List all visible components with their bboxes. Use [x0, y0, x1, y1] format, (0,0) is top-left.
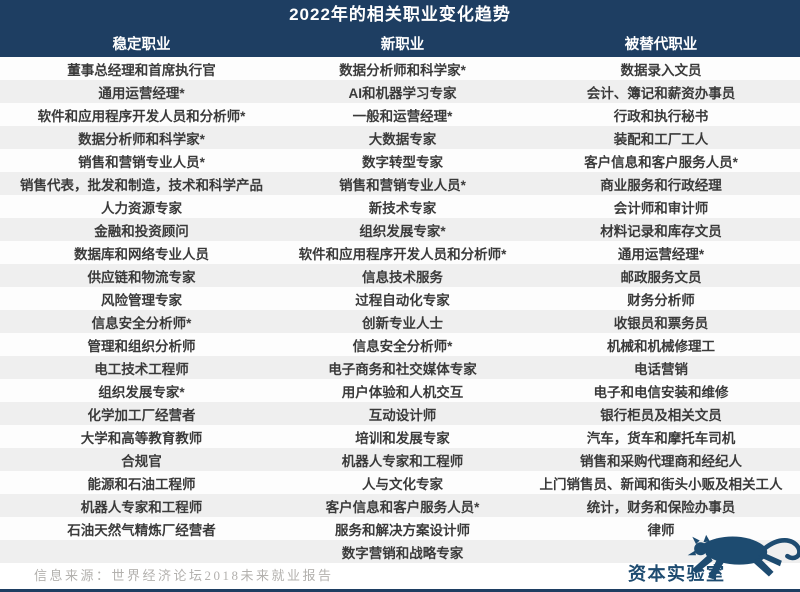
table-cell: 创新专业人士: [362, 315, 443, 331]
table-cell: 会计、簿记和薪资办事员: [586, 85, 736, 101]
table-cell: 电子和电信安装和维修: [593, 384, 729, 400]
table-row: 人力资源专家 新技术专家 会计师和审计师: [0, 195, 800, 218]
table-cell: 供应链和物流专家: [87, 269, 196, 285]
table-cell: 机器人专家和工程师: [80, 499, 203, 515]
table-cell: 化学加工厂经营者: [87, 407, 196, 423]
table-row: 通用运营经理* AI和机器学习专家 会计、簿记和薪资办事员: [0, 80, 800, 103]
table-cell: 服务和解决方案设计师: [335, 522, 470, 538]
column-header-row: 稳定职业 新职业 被替代职业: [0, 29, 800, 57]
logo-text: 资本实验室: [628, 564, 726, 584]
table-cell: 统计，财务和保险办事员: [586, 499, 736, 515]
table-cell: 机器人专家和工程师: [341, 453, 464, 469]
table-cell: 金融和投资顾问: [94, 223, 189, 239]
table-cell: 合规官: [121, 453, 162, 469]
table-row: 销售和营销专业人员* 数字转型专家 客户信息和客户服务人员*: [0, 149, 800, 172]
table-cell: 大数据专家: [368, 131, 437, 147]
table-row: 销售代表，批发和制造，技术和科学产品 销售和营销专业人员* 商业服务和行政经理: [0, 172, 800, 195]
table-cell: 行政和执行秘书: [613, 108, 709, 124]
table-cell: 数据库和网络专业人员: [74, 246, 209, 262]
table-cell: 商业服务和行政经理: [600, 177, 722, 193]
table-row: 风险管理专家 过程自动化专家 财务分析师: [0, 287, 800, 310]
table-cell: 数字转型专家: [362, 154, 443, 170]
table-row: 数字营销和战略专家: [0, 540, 800, 563]
table-cell: 石油天然气精炼厂经营者: [67, 522, 216, 538]
table-cell: 软件和应用程序开发人员和分析师*: [298, 246, 507, 262]
table-cell: 能源和石油工程师: [87, 476, 196, 492]
table-row: 软件和应用程序开发人员和分析师* 一般和运营经理* 行政和执行秘书: [0, 103, 800, 126]
table-cell: 过程自动化专家: [355, 292, 450, 308]
table-cell: 电话营销: [634, 361, 688, 377]
table-cell: 组织发展专家*: [359, 223, 446, 239]
table-header: 2022年的相关职业变化趋势 稳定职业 新职业 被替代职业: [0, 0, 800, 57]
table-row: 组织发展专家* 用户体验和人机交互 电子和电信安装和维修: [0, 379, 800, 402]
table-cell: 财务分析师: [627, 292, 695, 308]
table-row: 信息安全分析师* 创新专业人士 收银员和票务员: [0, 310, 800, 333]
table-cell: 信息安全分析师*: [352, 338, 453, 354]
table-cell: 会计师和审计师: [613, 200, 709, 216]
table-row: 能源和石油工程师 人与文化专家 上门销售员、新闻和街头小贩及相关工人: [0, 471, 800, 494]
table-row: 化学加工厂经营者 互动设计师 银行柜员及相关文员: [0, 402, 800, 425]
table-cell: 银行柜员及相关文员: [600, 407, 722, 423]
table-cell: 互动设计师: [368, 407, 437, 423]
table-cell: 销售和营销专业人员*: [78, 154, 205, 170]
table-row: 电工技术工程师 电子商务和社交媒体专家 电话营销: [0, 356, 800, 379]
capital-lab-logo: 资本实验室: [620, 529, 800, 589]
table-cell: 组织发展专家*: [98, 384, 185, 400]
table-cell: 汽车，货车和摩托车司机: [586, 430, 736, 446]
table-row: 管理和组织分析师 信息安全分析师* 机械和机械修理工: [0, 333, 800, 356]
leaping-leopard-icon: [687, 534, 800, 580]
table-cell: 一般和运营经理*: [352, 108, 453, 124]
table-row: 石油天然气精炼厂经营者 服务和解决方案设计师 律师: [0, 517, 800, 540]
table-cell: 销售和采购代理商和经纪人: [580, 453, 742, 469]
table-cell: 用户体验和人机交互: [341, 384, 464, 400]
table-row: 金融和投资顾问 组织发展专家* 材料记录和库存文员: [0, 218, 800, 241]
table-cell: 机械和机械修理工: [607, 338, 715, 354]
table-row: 大学和高等教育教师 培训和发展专家 汽车，货车和摩托车司机: [0, 425, 800, 448]
column-header-stable: 稳定职业: [112, 36, 171, 53]
table-cell: 大学和高等教育教师: [80, 430, 203, 446]
table-row: 供应链和物流专家 信息技术服务 邮政服务文员: [0, 264, 800, 287]
table-cell: 上门销售员、新闻和街头小贩及相关工人: [539, 476, 783, 492]
column-header-replaced: 被替代职业: [624, 36, 698, 53]
table-cell: 邮政服务文员: [620, 269, 702, 285]
table-cell: 信息安全分析师*: [91, 315, 192, 331]
bottom-divider: [0, 589, 800, 592]
table-cell: 培训和发展专家: [355, 430, 450, 446]
column-header-new: 新职业: [380, 36, 425, 53]
table-cell: 通用运营经理*: [617, 246, 705, 262]
table-cell: 销售代表，批发和制造，技术和科学产品: [20, 177, 263, 193]
table-body: 董事总经理和首席执行官 数据分析师和科学家* 数据录入文员 通用运营经理* AI和机器学…: [0, 57, 800, 563]
table-cell: 销售和营销专业人员*: [339, 177, 466, 193]
table-cell: 软件和应用程序开发人员和分析师*: [37, 108, 246, 124]
table-cell: 电子商务和社交媒体专家: [328, 361, 477, 377]
table-cell: 人力资源专家: [101, 200, 182, 216]
table-cell: 数据分析师和科学家*: [78, 131, 205, 147]
table-cell: 新技术专家: [368, 200, 437, 216]
table-cell: 客户信息和客户服务人员*: [325, 499, 480, 515]
table-row: 合规官 机器人专家和工程师 销售和采购代理商和经纪人: [0, 448, 800, 471]
table-cell: 风险管理专家: [101, 292, 182, 308]
table-cell: 人与文化专家: [362, 476, 443, 492]
table-cell: 数据分析师和科学家*: [339, 62, 466, 78]
table-row: 机器人专家和工程师 客户信息和客户服务人员* 统计，财务和保险办事员: [0, 494, 800, 517]
table-row: 数据库和网络专业人员 软件和应用程序开发人员和分析师* 通用运营经理*: [0, 241, 800, 264]
table-cell: 数据录入文员: [620, 62, 702, 78]
table-cell: 材料记录和库存文员: [600, 223, 722, 239]
table-cell: 律师: [647, 522, 675, 538]
table-cell: 通用运营经理*: [98, 85, 185, 101]
table-cell: 装配和工厂工人: [613, 131, 709, 147]
table-cell: 电工技术工程师: [94, 361, 189, 377]
table-cell: 收银员和票务员: [613, 315, 709, 331]
source-note: 信息来源：世界经济论坛2018未来就业报告: [34, 568, 334, 583]
table-cell: 管理和组织分析师: [87, 338, 196, 354]
table-cell: 董事总经理和首席执行官: [67, 62, 216, 78]
table-row: 董事总经理和首席执行官 数据分析师和科学家* 数据录入文员: [0, 57, 800, 80]
page-title: 2022年的相关职业变化趋势: [289, 5, 511, 24]
table-cell: 信息技术服务: [362, 269, 443, 285]
table-row: 数据分析师和科学家* 大数据专家 装配和工厂工人: [0, 126, 800, 149]
table-cell: 客户信息和客户服务人员*: [584, 154, 738, 170]
table-cell: AI和机器学习专家: [348, 85, 457, 101]
table-cell: 数字营销和战略专家: [341, 545, 464, 561]
